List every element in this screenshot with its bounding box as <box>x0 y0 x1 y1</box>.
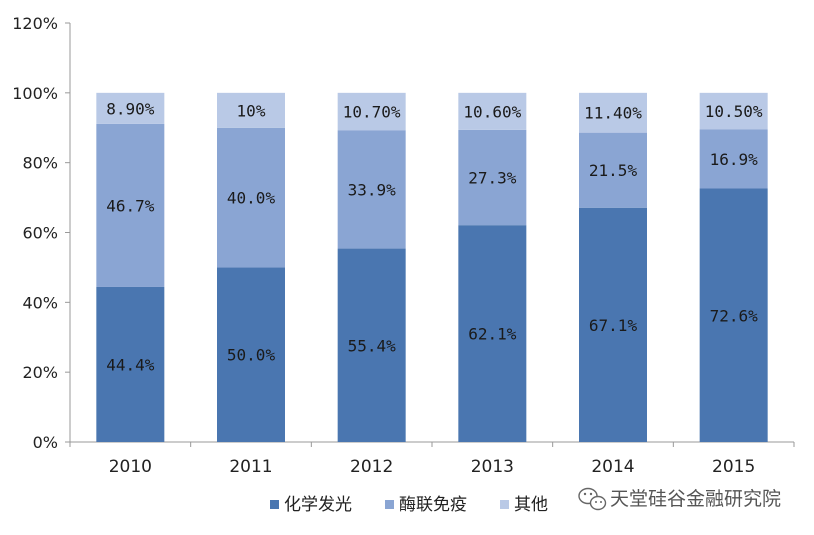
bar-segment-2010-2 <box>96 123 165 287</box>
x-axis-ticks: 2010 2011 2012 2013 2014 2015 <box>69 442 795 477</box>
legend-label: 其他 <box>514 495 548 515</box>
y-tick-label: 80% <box>22 154 58 173</box>
data-label: 67.1% <box>589 316 638 335</box>
legend-swatch <box>270 500 279 509</box>
y-tick-label: 60% <box>22 224 58 243</box>
data-label: 10% <box>237 101 266 120</box>
data-label: 55.4% <box>348 336 397 355</box>
watermark: 天堂硅谷金融研究院 <box>578 487 781 511</box>
data-label: 44.4% <box>106 355 155 374</box>
legend-swatch <box>385 500 394 509</box>
bar-segment-2011-3 <box>217 92 285 128</box>
y-tick-label: 120% <box>12 14 58 33</box>
data-label: 21.5% <box>589 161 638 180</box>
bar-segment-2014-1 <box>579 207 647 442</box>
bar-segment-2015-2 <box>699 129 768 189</box>
data-label: 33.9% <box>348 180 397 199</box>
x-tick-label: 2012 <box>350 457 393 477</box>
x-tick-label: 2010 <box>109 457 152 477</box>
data-label: 27.3% <box>468 169 517 188</box>
axes <box>69 23 794 443</box>
bars: 44.4% 46.7% 8.90% 50.0% 40.0% 10% 55.4% 33.9% 10… <box>96 92 768 442</box>
data-label: 16.9% <box>710 150 759 169</box>
data-label: 40.0% <box>227 189 276 208</box>
bar-segment-2011-2 <box>217 127 285 268</box>
y-tick-label: 0% <box>33 433 58 452</box>
x-tick-label: 2011 <box>229 457 272 477</box>
bar-segment-2011-1 <box>217 267 285 442</box>
data-label: 46.7% <box>106 196 155 215</box>
data-label: 72.6% <box>710 306 759 325</box>
data-label: 50.0% <box>227 346 276 365</box>
bar-segment-2010-1 <box>96 286 165 442</box>
x-tick-label: 2015 <box>712 457 755 477</box>
y-tick-label: 40% <box>22 293 58 312</box>
legend-label: 酶联免疫 <box>399 495 467 515</box>
bar-segment-2013-1 <box>458 225 527 442</box>
watermark-text: 天堂硅谷金融研究院 <box>610 488 781 510</box>
bar-segment-2013-3 <box>458 92 527 130</box>
bar-segment-2014-2 <box>579 132 647 208</box>
legend: 化学发光 酶联免疫 其他 <box>270 495 548 515</box>
bar-segment-2012-2 <box>337 130 406 249</box>
legend-swatch <box>500 500 509 509</box>
bar-segment-2012-3 <box>337 92 406 131</box>
data-label: 8.90% <box>106 99 155 118</box>
y-axis-ticks: 0% 20% 40% 60% 80% 100% 120% <box>12 14 70 452</box>
x-tick-label: 2013 <box>471 457 514 477</box>
y-tick-label: 20% <box>22 363 58 382</box>
data-label: 62.1% <box>468 325 517 344</box>
bar-segment-2012-1 <box>337 248 406 442</box>
bar-segment-2014-3 <box>579 92 647 133</box>
data-label: 10.60% <box>463 102 521 121</box>
y-tick-label: 100% <box>12 84 58 103</box>
data-label: 10.50% <box>705 102 763 121</box>
bar-segment-2010-3 <box>96 92 165 124</box>
x-tick-label: 2014 <box>591 457 634 477</box>
data-label: 10.70% <box>343 103 401 122</box>
bar-segment-2013-2 <box>458 129 527 226</box>
bar-segment-2015-3 <box>699 92 768 130</box>
data-label: 11.40% <box>584 104 642 123</box>
wechat-icon <box>578 487 607 511</box>
bar-segment-2015-1 <box>699 188 768 442</box>
legend-label: 化学发光 <box>284 495 352 515</box>
